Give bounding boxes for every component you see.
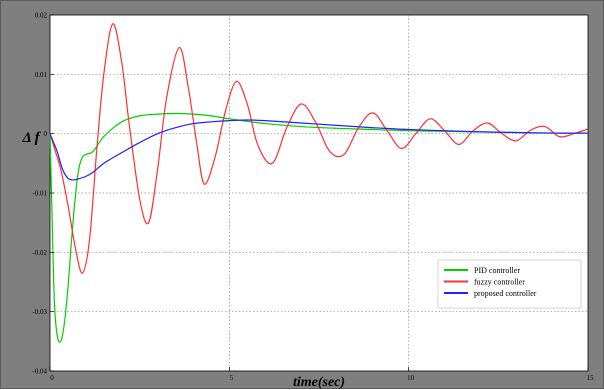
series-line-proposed-controller <box>49 119 589 181</box>
x-axis-ticks: 0 5 10 15 <box>49 367 595 382</box>
y-axis-title: Δ f <box>21 130 41 146</box>
legend-label-proposed-controller: proposed controller <box>474 289 537 298</box>
legend-box <box>437 259 582 309</box>
y-tick-label: 0.02 <box>35 12 48 20</box>
x-tick-label: 0 <box>50 374 54 382</box>
legend-label-fuzzy-controller: fuzzy controller <box>474 278 525 287</box>
y-tick-label: -0.03 <box>32 308 47 316</box>
x-tick-label: 15 <box>587 374 595 382</box>
y-tick-label: -0.04 <box>32 368 47 376</box>
series-line-fuzzy-controller <box>49 23 589 274</box>
y-tick-label: -0.02 <box>32 249 47 257</box>
x-tick-label: 5 <box>230 374 234 382</box>
y-tick-label: 0 <box>44 130 48 138</box>
y-axis-ticks: 0.02 0.01 0 -0.01 -0.02 -0.03 -0.04 <box>32 12 54 376</box>
x-tick-label: 10 <box>407 374 415 382</box>
y-tick-label: 0.01 <box>35 71 48 79</box>
x-axis-title: time(sec) <box>293 375 345 390</box>
legend: PID controller fuzzy controller proposed c… <box>437 259 582 309</box>
series-layer <box>49 23 589 343</box>
grid <box>50 15 588 371</box>
legend-label-pid-controller: PID controller <box>474 266 520 275</box>
y-tick-label: -0.01 <box>32 190 47 198</box>
series-line-pid-controller <box>49 112 589 343</box>
